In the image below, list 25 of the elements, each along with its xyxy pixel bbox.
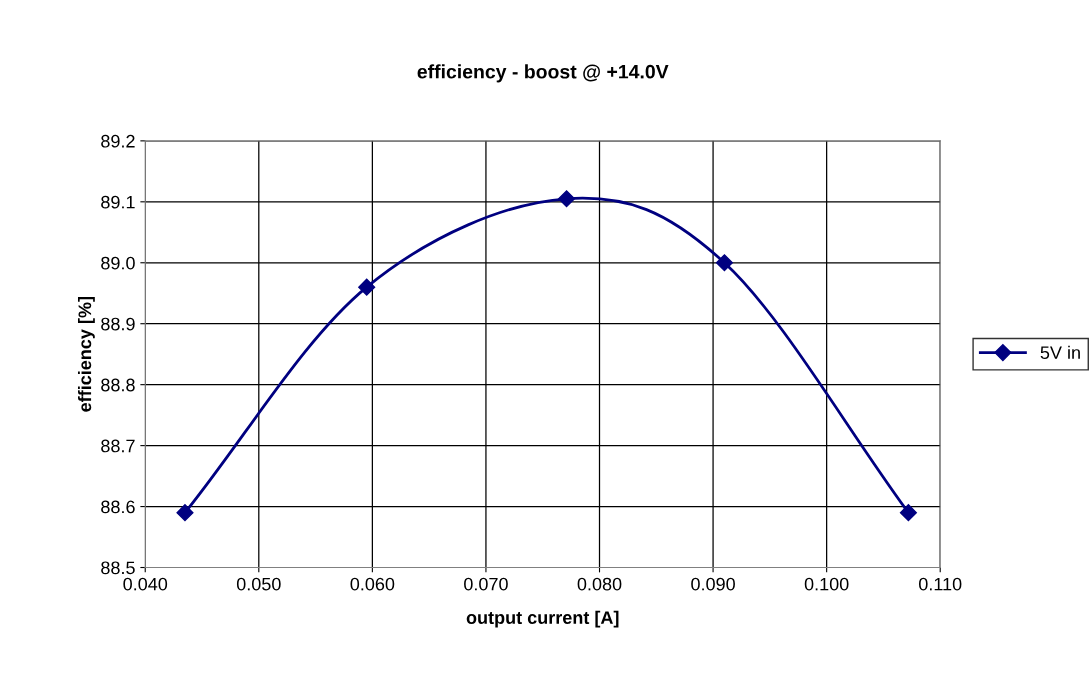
x-tick-label: 0.040 xyxy=(123,577,168,591)
x-tick-label: 0.050 xyxy=(236,577,281,591)
y-axis-title: efficiency [%] xyxy=(77,297,95,412)
x-tick-label: 0.080 xyxy=(577,577,622,591)
point xyxy=(715,254,733,272)
y-tick-label: 89.1 xyxy=(101,195,135,209)
point xyxy=(558,190,576,208)
x-tick-label: 0.060 xyxy=(350,577,395,591)
chart-title: efficiency - boost @ +14.0V xyxy=(417,64,669,83)
y-tick-label: 88.9 xyxy=(101,317,135,331)
legend-label: 5V in xyxy=(1040,345,1080,360)
point xyxy=(358,278,376,296)
x-axis-title: output current [A] xyxy=(466,610,619,628)
y-tick-label: 88.7 xyxy=(101,439,135,453)
point xyxy=(899,504,917,522)
x-tick-label: 0.100 xyxy=(804,577,849,591)
x-tick-label: 0.090 xyxy=(691,577,735,591)
y-tick-label: 88.5 xyxy=(101,561,135,575)
y-tick-label: 88.6 xyxy=(101,500,135,514)
y-tick-label: 88.8 xyxy=(101,378,135,392)
x-tick-label: 0.070 xyxy=(464,577,508,591)
point xyxy=(176,504,194,522)
y-tick-label: 89.2 xyxy=(101,134,135,148)
y-tick-label: 89.0 xyxy=(101,256,135,270)
x-tick-label: 0.110 xyxy=(918,577,962,591)
